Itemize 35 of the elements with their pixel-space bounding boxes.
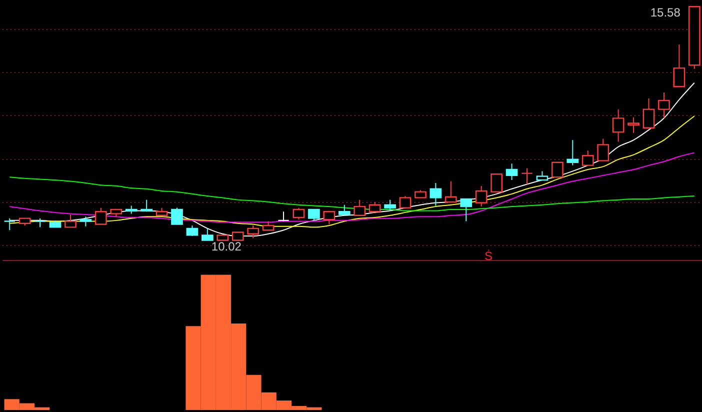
candlestick: [323, 210, 336, 225]
candlestick: [597, 138, 610, 162]
candlestick: [292, 207, 305, 220]
candlestick: [460, 198, 472, 222]
candlestick: [64, 214, 76, 228]
candlestick: [202, 228, 214, 242]
candlestick: [642, 98, 655, 128]
candlestick: [247, 224, 260, 239]
candlestick: [278, 211, 290, 222]
candlestick: [582, 150, 594, 166]
annotation: Ṡ: [484, 249, 493, 263]
candlestick: [94, 207, 107, 225]
candlestick: [475, 185, 488, 208]
candlestick: [338, 204, 350, 216]
candlestick: [384, 199, 396, 212]
annotation: 10.02: [211, 240, 242, 254]
candlestick: [80, 216, 92, 227]
candlestick: [673, 44, 686, 88]
candlestick: [444, 180, 457, 203]
candlestick: [399, 196, 412, 208]
candlestick: [628, 116, 640, 134]
candlestick: [430, 182, 442, 206]
candlestick: [566, 140, 579, 166]
candlestick: [171, 207, 183, 225]
candlestick: [354, 199, 366, 216]
candlestick: [521, 168, 533, 185]
candlestick: [368, 201, 381, 212]
candlestick: [612, 108, 624, 142]
candlestick: [658, 92, 670, 119]
annotation: 15.58: [650, 6, 681, 20]
candlestick: [308, 208, 320, 221]
candlestick: [506, 163, 518, 181]
candlestick: [490, 174, 502, 192]
candlestick: [4, 218, 16, 231]
candlestick: [552, 162, 564, 178]
